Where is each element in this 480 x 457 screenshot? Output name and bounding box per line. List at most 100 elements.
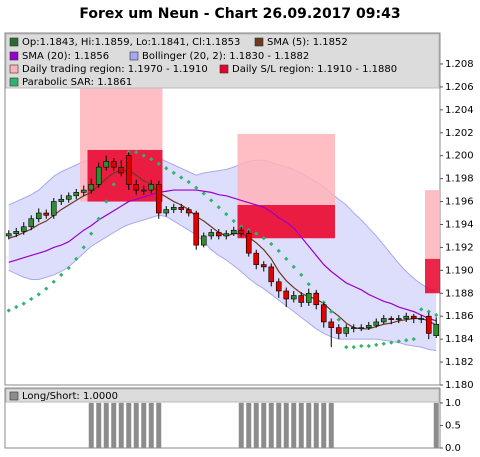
indicator-line (8, 169, 437, 330)
y-tick-label: 1.194 (445, 219, 474, 230)
candle-body (328, 321, 335, 328)
candle-body (95, 166, 102, 185)
indicator-line (8, 189, 437, 322)
sar-dot (411, 337, 416, 342)
bar (111, 402, 117, 448)
sar-dot (261, 236, 266, 241)
legend-label: Bollinger (20, 2): 1.1830 - 1.1882 (142, 51, 309, 62)
legend-swatch (9, 51, 19, 61)
sar-dot (104, 199, 109, 204)
bar (313, 402, 319, 448)
y-tick-label: 1.182 (445, 357, 474, 368)
y-tick-label: 0.0 (445, 443, 461, 454)
sar-dot (134, 150, 139, 155)
candle-body (140, 189, 147, 192)
candle-body (433, 323, 440, 336)
bar (118, 402, 124, 448)
candle-body (65, 195, 72, 200)
bar (298, 402, 304, 448)
sar-dot (426, 309, 431, 314)
y-tick-label: 1.196 (445, 197, 474, 208)
legend-swatch (9, 37, 19, 47)
sar-dot (96, 216, 101, 221)
candle-body (305, 292, 312, 303)
y-tick-label: 1.190 (445, 265, 474, 276)
bar (156, 402, 162, 448)
sar-dot (291, 264, 296, 270)
sar-dot (209, 198, 214, 203)
candle-body (50, 201, 57, 216)
bar (88, 402, 94, 448)
sar-dot (284, 256, 289, 261)
sar-dot (179, 175, 184, 180)
sar-dot (299, 272, 304, 278)
candle-body (238, 229, 245, 234)
y-tick-label: 1.200 (445, 151, 474, 162)
candle-body (13, 231, 20, 234)
legend-box (5, 388, 440, 403)
candle-body (163, 209, 170, 214)
candle-body (275, 281, 282, 292)
bar (433, 402, 439, 448)
bar (103, 402, 109, 448)
candle-body (43, 212, 50, 216)
candle-body (80, 189, 87, 193)
candle-body (260, 264, 267, 268)
candle-body (223, 233, 230, 237)
candle-body (230, 229, 237, 234)
sar-dot (389, 340, 394, 345)
bar (261, 402, 267, 448)
candle-body (418, 318, 425, 320)
bar (283, 402, 289, 448)
legend-label: SMA (20): 1.1856 (22, 51, 109, 62)
bar (276, 402, 282, 448)
candle-body (118, 166, 125, 174)
bar (246, 402, 252, 448)
sar-dot (141, 153, 146, 158)
bar (291, 402, 297, 448)
sar-dot (156, 161, 161, 166)
candle-body (20, 226, 27, 232)
sar-dot (149, 157, 154, 162)
candle-body (268, 266, 275, 283)
candle-body (193, 212, 200, 246)
candle-body (320, 304, 327, 323)
bar (306, 402, 312, 448)
sar-dot (254, 231, 259, 236)
sar-dot (381, 341, 386, 346)
legend-label: Parabolic SAR: 1.1861 (22, 77, 132, 88)
sar-dot (359, 343, 364, 349)
candle-body (425, 315, 432, 334)
sar-dot (404, 338, 409, 343)
y-tick-label: 1.180 (445, 380, 474, 391)
candle-body (155, 184, 162, 214)
bar (126, 402, 132, 448)
sar-dot (231, 218, 236, 224)
candle-body (395, 318, 402, 320)
bar (133, 402, 139, 448)
y-tick-label: 1.184 (445, 334, 474, 345)
legend-swatch (9, 64, 19, 74)
sar-dot (111, 182, 116, 187)
candle-body (403, 315, 410, 319)
candle-body (170, 206, 177, 210)
sar-dot (374, 342, 379, 347)
sar-dot (276, 248, 281, 253)
region (425, 190, 440, 259)
legend-label: Daily trading region: 1.1970 - 1.1910 (22, 64, 208, 75)
sar-dot (396, 339, 401, 344)
candle-body (358, 327, 365, 329)
candle-body (298, 295, 305, 303)
sar-dot (366, 343, 371, 349)
y-tick-label: 1.204 (445, 105, 474, 116)
bar (321, 402, 327, 448)
candle-body (253, 252, 260, 265)
candle-body (245, 233, 252, 254)
chart-title: Forex um Neun - Chart 26.09.2017 09:43 (79, 6, 400, 22)
legend-label: Op:1.1843, Hi:1.1859, Lo:1.1841, Cl:1.18… (22, 37, 240, 48)
candle-body (178, 206, 185, 210)
sar-dot (224, 212, 229, 217)
candle-body (148, 184, 155, 191)
bar (328, 402, 334, 448)
